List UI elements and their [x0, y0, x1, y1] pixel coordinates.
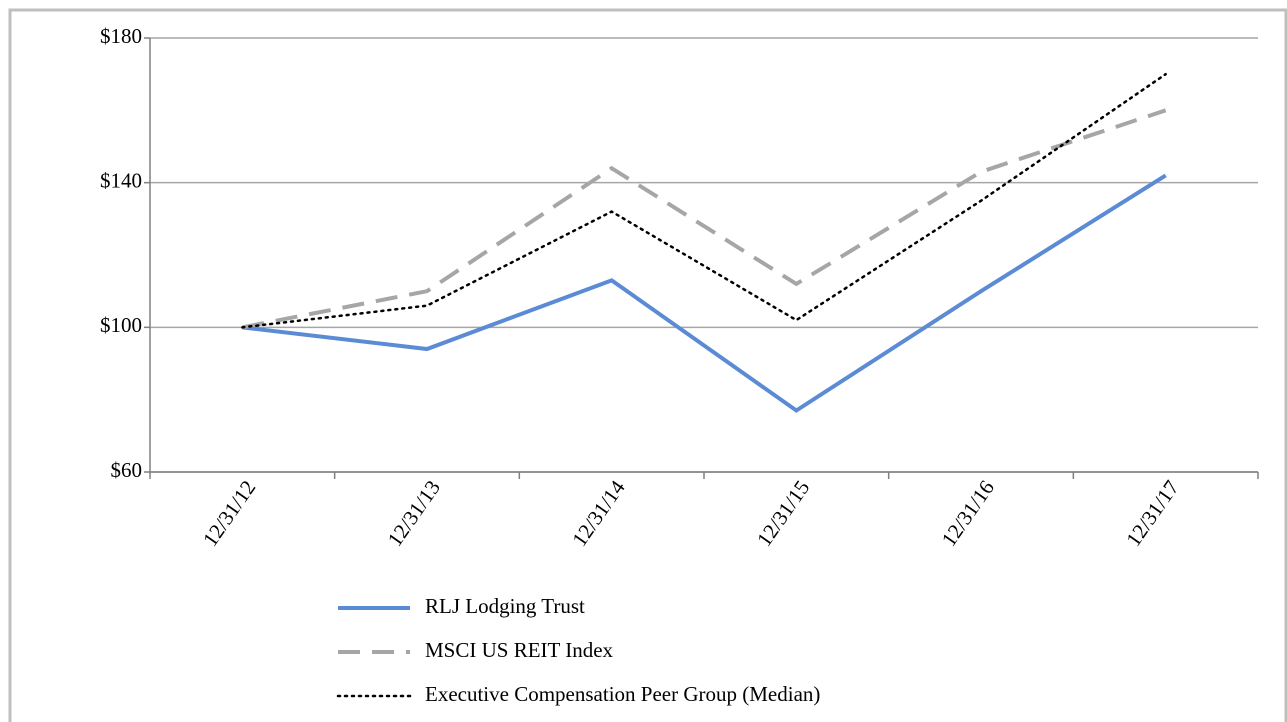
- y-tick-label: $180: [100, 24, 142, 48]
- x-tick-label: 12/31/13: [383, 476, 445, 551]
- x-tick-label: 12/31/12: [198, 476, 260, 551]
- x-tick-label: 12/31/15: [752, 476, 814, 551]
- legend-label: RLJ Lodging Trust: [425, 594, 585, 618]
- x-tick-label: 12/31/17: [1121, 476, 1183, 551]
- series-line: [242, 173, 1167, 413]
- y-tick-label: $100: [100, 313, 142, 337]
- x-tick-label: 12/31/16: [937, 476, 999, 551]
- y-tick-label: $60: [111, 458, 143, 482]
- x-tick-label: 12/31/14: [567, 475, 630, 550]
- series-line: [241, 108, 1167, 330]
- frame: [8, 8, 1287, 722]
- series-line: [241, 72, 1167, 329]
- legend-label: Executive Compensation Peer Group (Media…: [425, 682, 820, 706]
- y-tick-label: $140: [100, 168, 142, 192]
- legend-label: MSCI US REIT Index: [425, 638, 614, 662]
